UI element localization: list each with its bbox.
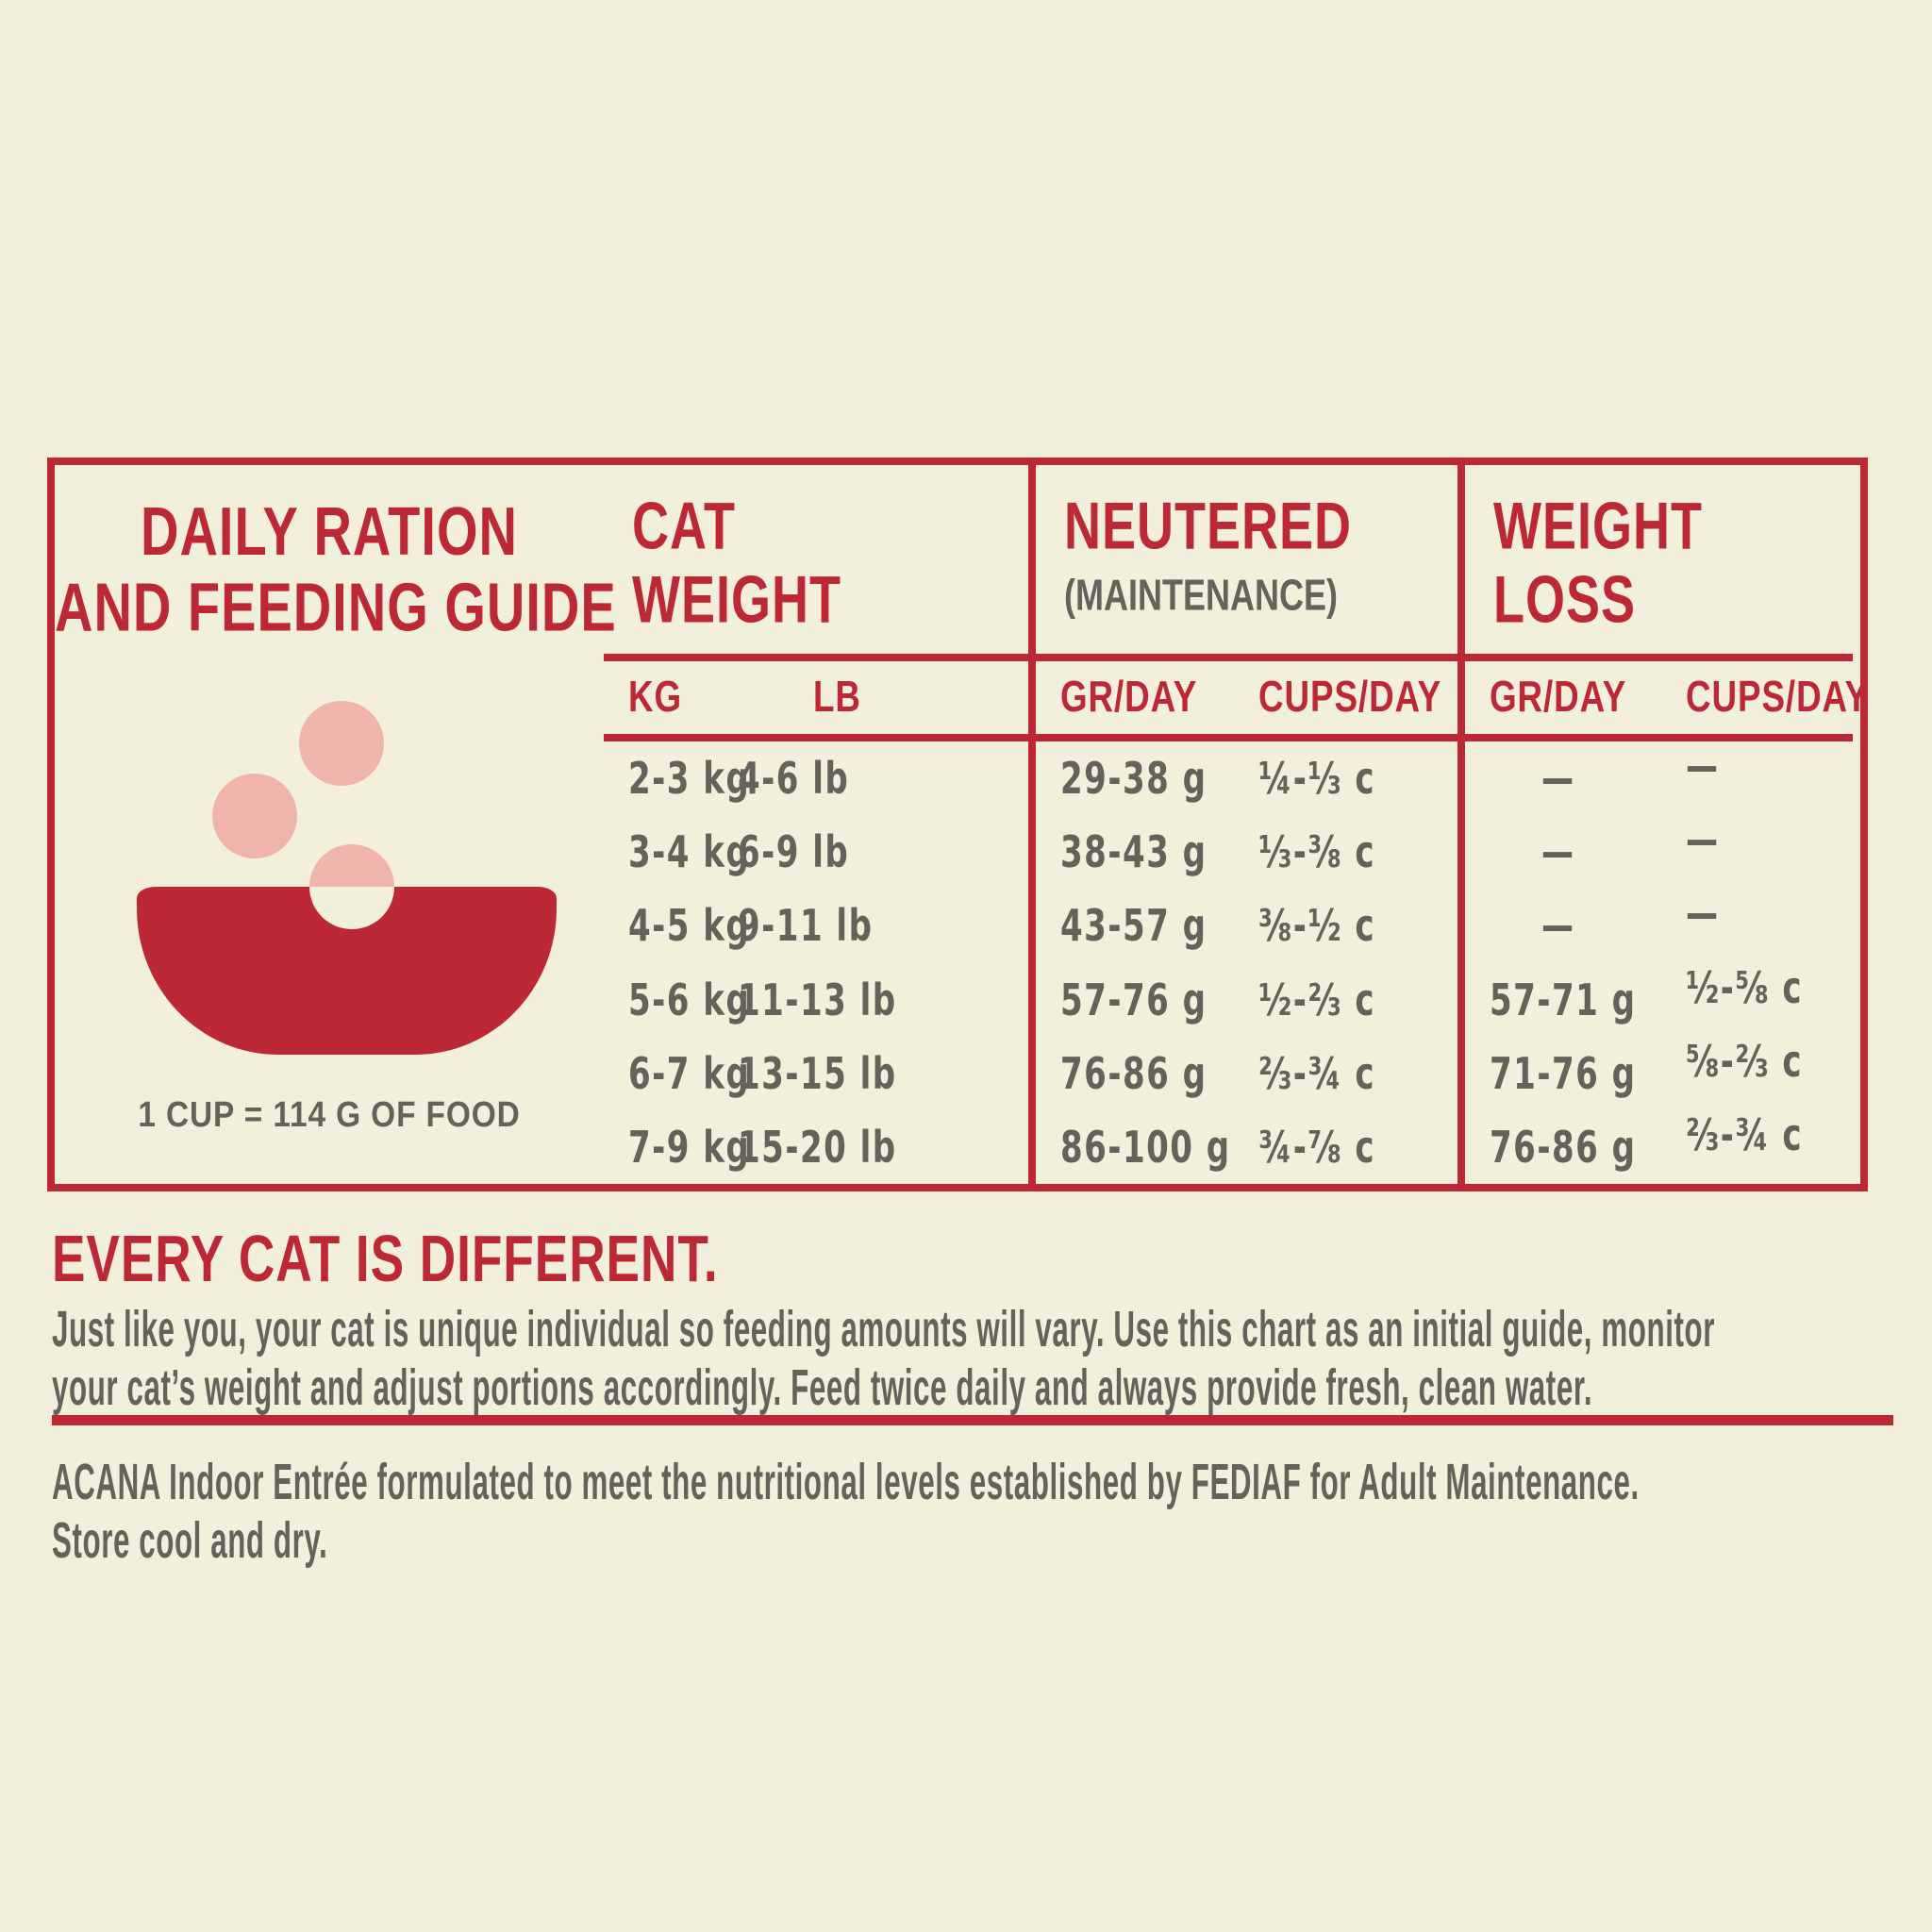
cell-lb: 4-6 lb [738, 753, 850, 805]
cell-grams: 76-86 g [1060, 1047, 1208, 1099]
header-cat-weight: CAT WEIGHT [604, 465, 1028, 654]
data-weight-loss: — — — — — — 57-71 g ½-⅝ c 71-76 g ⅝-⅔ c … [1457, 734, 1853, 1184]
cell-cups-empty: — [1686, 814, 1720, 866]
cell-cups: ¼-⅓ c [1258, 753, 1376, 805]
header-weight-loss: WEIGHT LOSS [1457, 465, 1853, 654]
weight-loss-line1: WEIGHT [1493, 490, 1703, 563]
table-row: 5-6 kg 11-13 lb [628, 962, 1028, 1036]
cell-grams: 86-100 g [1060, 1121, 1231, 1173]
every-cat-heading: EVERY CAT IS DIFFERENT. [52, 1221, 719, 1295]
kibble-circle-icon [299, 701, 384, 786]
cell-grams: 57-71 g [1490, 974, 1637, 1025]
table-row: — — [1490, 741, 1853, 815]
cell-grams-empty: — [1541, 826, 1575, 878]
subheader-grday: GR/DAY [1490, 673, 1627, 722]
cell-cups: ⅓-⅜ c [1258, 826, 1376, 878]
cell-grams: 38-43 g [1060, 826, 1208, 878]
table-row: 6-7 kg 13-15 lb [628, 1037, 1028, 1110]
paragraph-line: Store cool and dry. [52, 1512, 328, 1569]
cell-cups: ½-⅝ c [1686, 961, 1804, 1013]
neutered-subtitle: (MAINTENANCE) [1064, 569, 1338, 620]
subheader-weight-loss: GR/DAY CUPS/DAY [1457, 654, 1868, 734]
cell-kg: 3-4 kg [628, 826, 751, 878]
table-row: 2-3 kg 4-6 lb [628, 741, 1028, 815]
kibble-in-bowl-icon [309, 844, 394, 929]
data-neutered: 29-38 g ¼-⅓ c 38-43 g ⅓-⅜ c 43-57 g ⅜-½ … [1028, 734, 1457, 1184]
cell-grams: 76-86 g [1490, 1121, 1637, 1173]
neutered-title: NEUTERED [1064, 490, 1353, 563]
nutritional-statement-paragraph: ACANA Indoor Entrée formulated to meet t… [52, 1453, 1640, 1570]
table-row: 4-5 kg 9-11 lb [628, 889, 1028, 962]
cell-cups: ¾-⅞ c [1258, 1121, 1376, 1173]
cell-grams-empty: — [1541, 900, 1575, 952]
cell-cups: ⅜-½ c [1258, 900, 1376, 952]
cell-kg: 6-7 kg [628, 1047, 751, 1099]
cell-grams: 57-76 g [1060, 974, 1208, 1025]
weight-loss-line2: LOSS [1493, 563, 1637, 637]
cup-equivalence-note: 1 CUP = 114 G OF FOOD [138, 1095, 521, 1135]
cell-lb: 6-9 lb [738, 826, 850, 878]
cell-lb: 15-20 lb [738, 1121, 897, 1173]
data-cat-weight: 2-3 kg 4-6 lb 3-4 kg 6-9 lb 4-5 kg 9-11 … [604, 734, 1028, 1184]
kibble-circle-icon [212, 774, 297, 858]
cell-cups-empty: — [1686, 741, 1720, 792]
cat-weight-line1: CAT [632, 490, 736, 563]
cell-kg: 7-9 kg [628, 1121, 751, 1173]
cell-grams: 71-76 g [1490, 1047, 1637, 1099]
food-bowl-icon [137, 698, 557, 1061]
cell-kg: 4-5 kg [628, 900, 751, 952]
daily-ration-panel: DAILY RATION AND FEEDING GUIDE 1 CUP = 1… [55, 465, 617, 1184]
subheader-lb: LB [813, 673, 861, 722]
cell-cups-empty: — [1686, 888, 1720, 940]
table-row: 76-86 g ⅔-¾ c [1060, 1037, 1457, 1110]
table-row: 76-86 g ⅔-¾ c [1490, 1108, 1853, 1184]
cell-cups: ⅝-⅔ c [1686, 1035, 1804, 1087]
table-row: 57-76 g ½-⅔ c [1060, 962, 1457, 1036]
table-row: 86-100 g ¾-⅞ c [1060, 1110, 1457, 1184]
table-row: 38-43 g ⅓-⅜ c [1060, 815, 1457, 889]
panel-title-line1: DAILY RATION [141, 491, 518, 570]
cat-weight-line2: WEIGHT [632, 563, 841, 637]
table-row: 71-76 g ⅝-⅔ c [1490, 1035, 1853, 1110]
panel-title-line2: AND FEEDING GUIDE [55, 568, 617, 646]
paragraph-line: your cat’s weight and adjust portions ac… [52, 1359, 1593, 1416]
cell-lb: 13-15 lb [738, 1047, 897, 1099]
divider-rule [52, 1415, 1893, 1425]
subheader-cupsday: CUPS/DAY [1258, 673, 1442, 722]
paragraph-line: ACANA Indoor Entrée formulated to meet t… [52, 1454, 1640, 1510]
table-row: 7-9 kg 15-20 lb [628, 1110, 1028, 1184]
feeding-advice-paragraph: Just like you, your cat is unique indivi… [52, 1300, 1715, 1417]
cell-cups: ½-⅔ c [1258, 974, 1376, 1025]
cell-grams: 29-38 g [1060, 753, 1208, 805]
subheader-cupsday: CUPS/DAY [1686, 673, 1870, 722]
table-row: — — [1490, 888, 1853, 962]
subheader-neutered: GR/DAY CUPS/DAY [1028, 654, 1457, 734]
cell-kg: 5-6 kg [628, 974, 751, 1025]
cell-kg: 2-3 kg [628, 753, 751, 805]
table-row: — — [1490, 814, 1853, 889]
header-neutered: NEUTERED (MAINTENANCE) [1028, 465, 1457, 654]
table-row: 29-38 g ¼-⅓ c [1060, 741, 1457, 815]
subheader-cat-weight: KG LB [604, 654, 1028, 734]
subheader-kg: KG [628, 673, 683, 722]
cell-cups: ⅔-¾ c [1258, 1047, 1376, 1099]
panel-title: DAILY RATION AND FEEDING GUIDE [55, 491, 617, 646]
feeding-table: DAILY RATION AND FEEDING GUIDE 1 CUP = 1… [47, 458, 1868, 1191]
table-row: 3-4 kg 6-9 lb [628, 815, 1028, 889]
table-row: 57-71 g ½-⅝ c [1490, 962, 1853, 1036]
cell-cups: ⅔-¾ c [1686, 1108, 1804, 1160]
paragraph-line: Just like you, your cat is unique indivi… [52, 1301, 1715, 1357]
cell-lb: 11-13 lb [738, 974, 897, 1025]
table-row: 43-57 g ⅜-½ c [1060, 889, 1457, 962]
cell-lb: 9-11 lb [738, 900, 874, 952]
cell-grams-empty: — [1541, 753, 1575, 805]
subheader-grday: GR/DAY [1060, 673, 1198, 722]
cell-grams: 43-57 g [1060, 900, 1208, 952]
